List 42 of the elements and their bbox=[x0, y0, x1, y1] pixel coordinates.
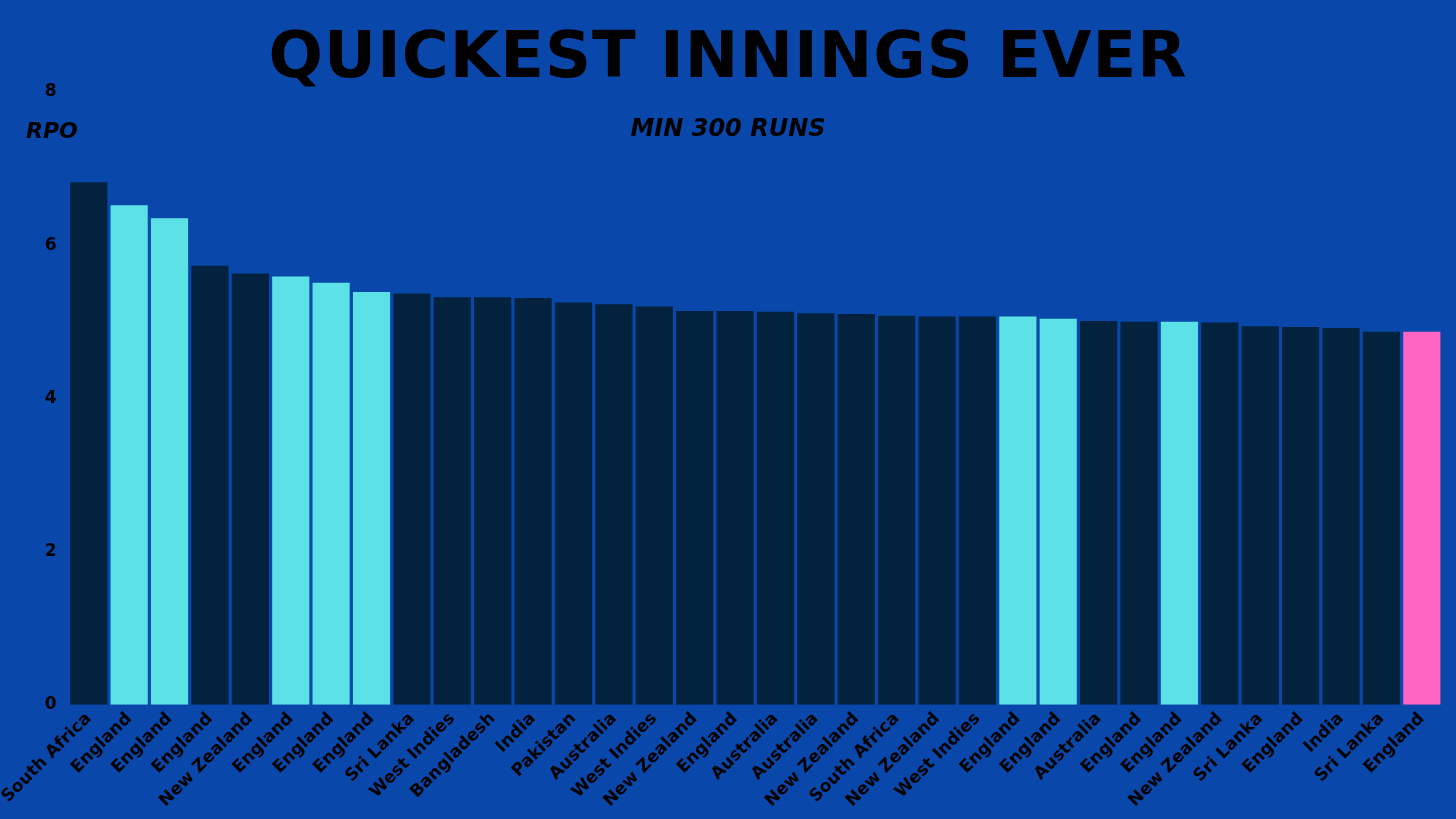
bar bbox=[433, 297, 471, 705]
bar bbox=[191, 265, 229, 705]
bar bbox=[797, 313, 835, 705]
bar bbox=[1362, 331, 1400, 705]
bar bbox=[70, 182, 108, 705]
y-axis-title: RPO bbox=[26, 118, 78, 143]
bar bbox=[1120, 321, 1158, 705]
bar bbox=[110, 205, 148, 705]
bar bbox=[272, 276, 310, 705]
bar bbox=[1282, 327, 1320, 705]
bar bbox=[1322, 327, 1360, 705]
bar bbox=[1403, 331, 1441, 705]
bar bbox=[756, 311, 795, 705]
y-tick-label: 0 bbox=[44, 693, 57, 714]
bar bbox=[1080, 321, 1118, 705]
bar bbox=[393, 293, 431, 705]
bar bbox=[837, 314, 875, 705]
y-tick-label: 2 bbox=[44, 539, 57, 560]
bar bbox=[312, 282, 350, 705]
y-tick-label: 6 bbox=[44, 233, 57, 254]
bar bbox=[1241, 326, 1279, 705]
bar bbox=[918, 316, 956, 705]
bar bbox=[635, 306, 673, 705]
bar bbox=[716, 311, 754, 705]
bar bbox=[958, 316, 997, 705]
bar bbox=[554, 302, 593, 705]
bar bbox=[231, 273, 269, 705]
bar bbox=[514, 298, 552, 705]
chart-title: QUICKEST INNINGS EVER bbox=[268, 18, 1188, 92]
bar bbox=[352, 291, 391, 705]
bar bbox=[1160, 321, 1199, 705]
bar bbox=[595, 304, 633, 705]
bar bbox=[1201, 322, 1239, 705]
text: MIN 300 RUNS bbox=[630, 114, 826, 142]
bar bbox=[1039, 318, 1077, 705]
bar bbox=[999, 316, 1037, 705]
bar bbox=[150, 218, 189, 705]
y-tick-label: 8 bbox=[44, 80, 57, 101]
bar bbox=[878, 315, 916, 705]
y-tick-label: 4 bbox=[44, 386, 57, 407]
bar bbox=[676, 311, 714, 705]
bar bbox=[474, 297, 512, 705]
